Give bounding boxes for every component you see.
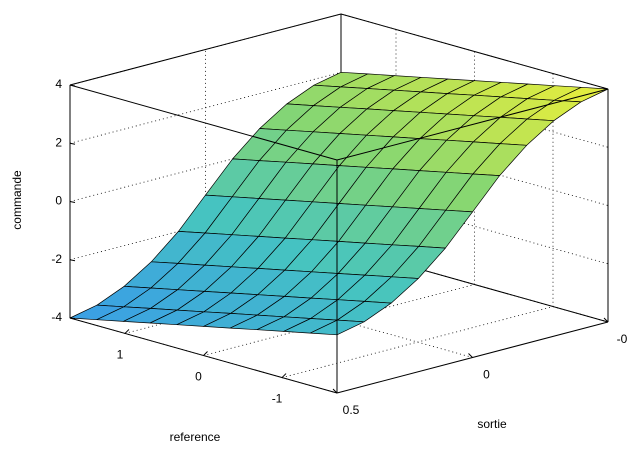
- z-tick-label: -4: [51, 310, 62, 324]
- x-tick: [124, 329, 130, 334]
- z-tick: [69, 201, 76, 203]
- x-tick-label: -1: [272, 392, 283, 406]
- z-tick: [69, 259, 76, 262]
- z-tick-label: 0: [55, 194, 62, 208]
- front-layer: -4 -2 0 2 4 1 0 -1 0.5 0 -0: [51, 77, 627, 417]
- surface: [69, 71, 609, 336]
- y-tick-label: 0: [483, 368, 490, 382]
- x-axis-label: reference: [170, 430, 221, 444]
- z-tick-label: -2: [51, 252, 62, 266]
- box-edge: [69, 317, 338, 394]
- y-tick: [468, 353, 473, 358]
- box-edge: [340, 13, 609, 90]
- grid-line: [205, 49, 473, 358]
- y-tick-label: 0.5: [343, 403, 360, 417]
- grid-line: [203, 51, 475, 356]
- x-tick-label: 0: [195, 370, 202, 384]
- box-edge: [336, 321, 609, 394]
- z-tick-label: 4: [55, 77, 62, 91]
- z-tick: [69, 142, 76, 145]
- y-tick: [603, 317, 609, 323]
- z-axis-label: commande: [10, 170, 24, 230]
- x-tick: [281, 373, 287, 378]
- y-tick-label: -0: [617, 332, 628, 346]
- box-edge: [336, 88, 609, 161]
- box-edge: [69, 84, 338, 161]
- y-axis-label: sortie: [477, 417, 507, 431]
- x-tick-label: 1: [117, 348, 124, 362]
- grid-line: [69, 13, 609, 90]
- z-tick-label: 2: [55, 135, 62, 149]
- x-tick: [203, 351, 208, 356]
- grid-line: [281, 73, 554, 378]
